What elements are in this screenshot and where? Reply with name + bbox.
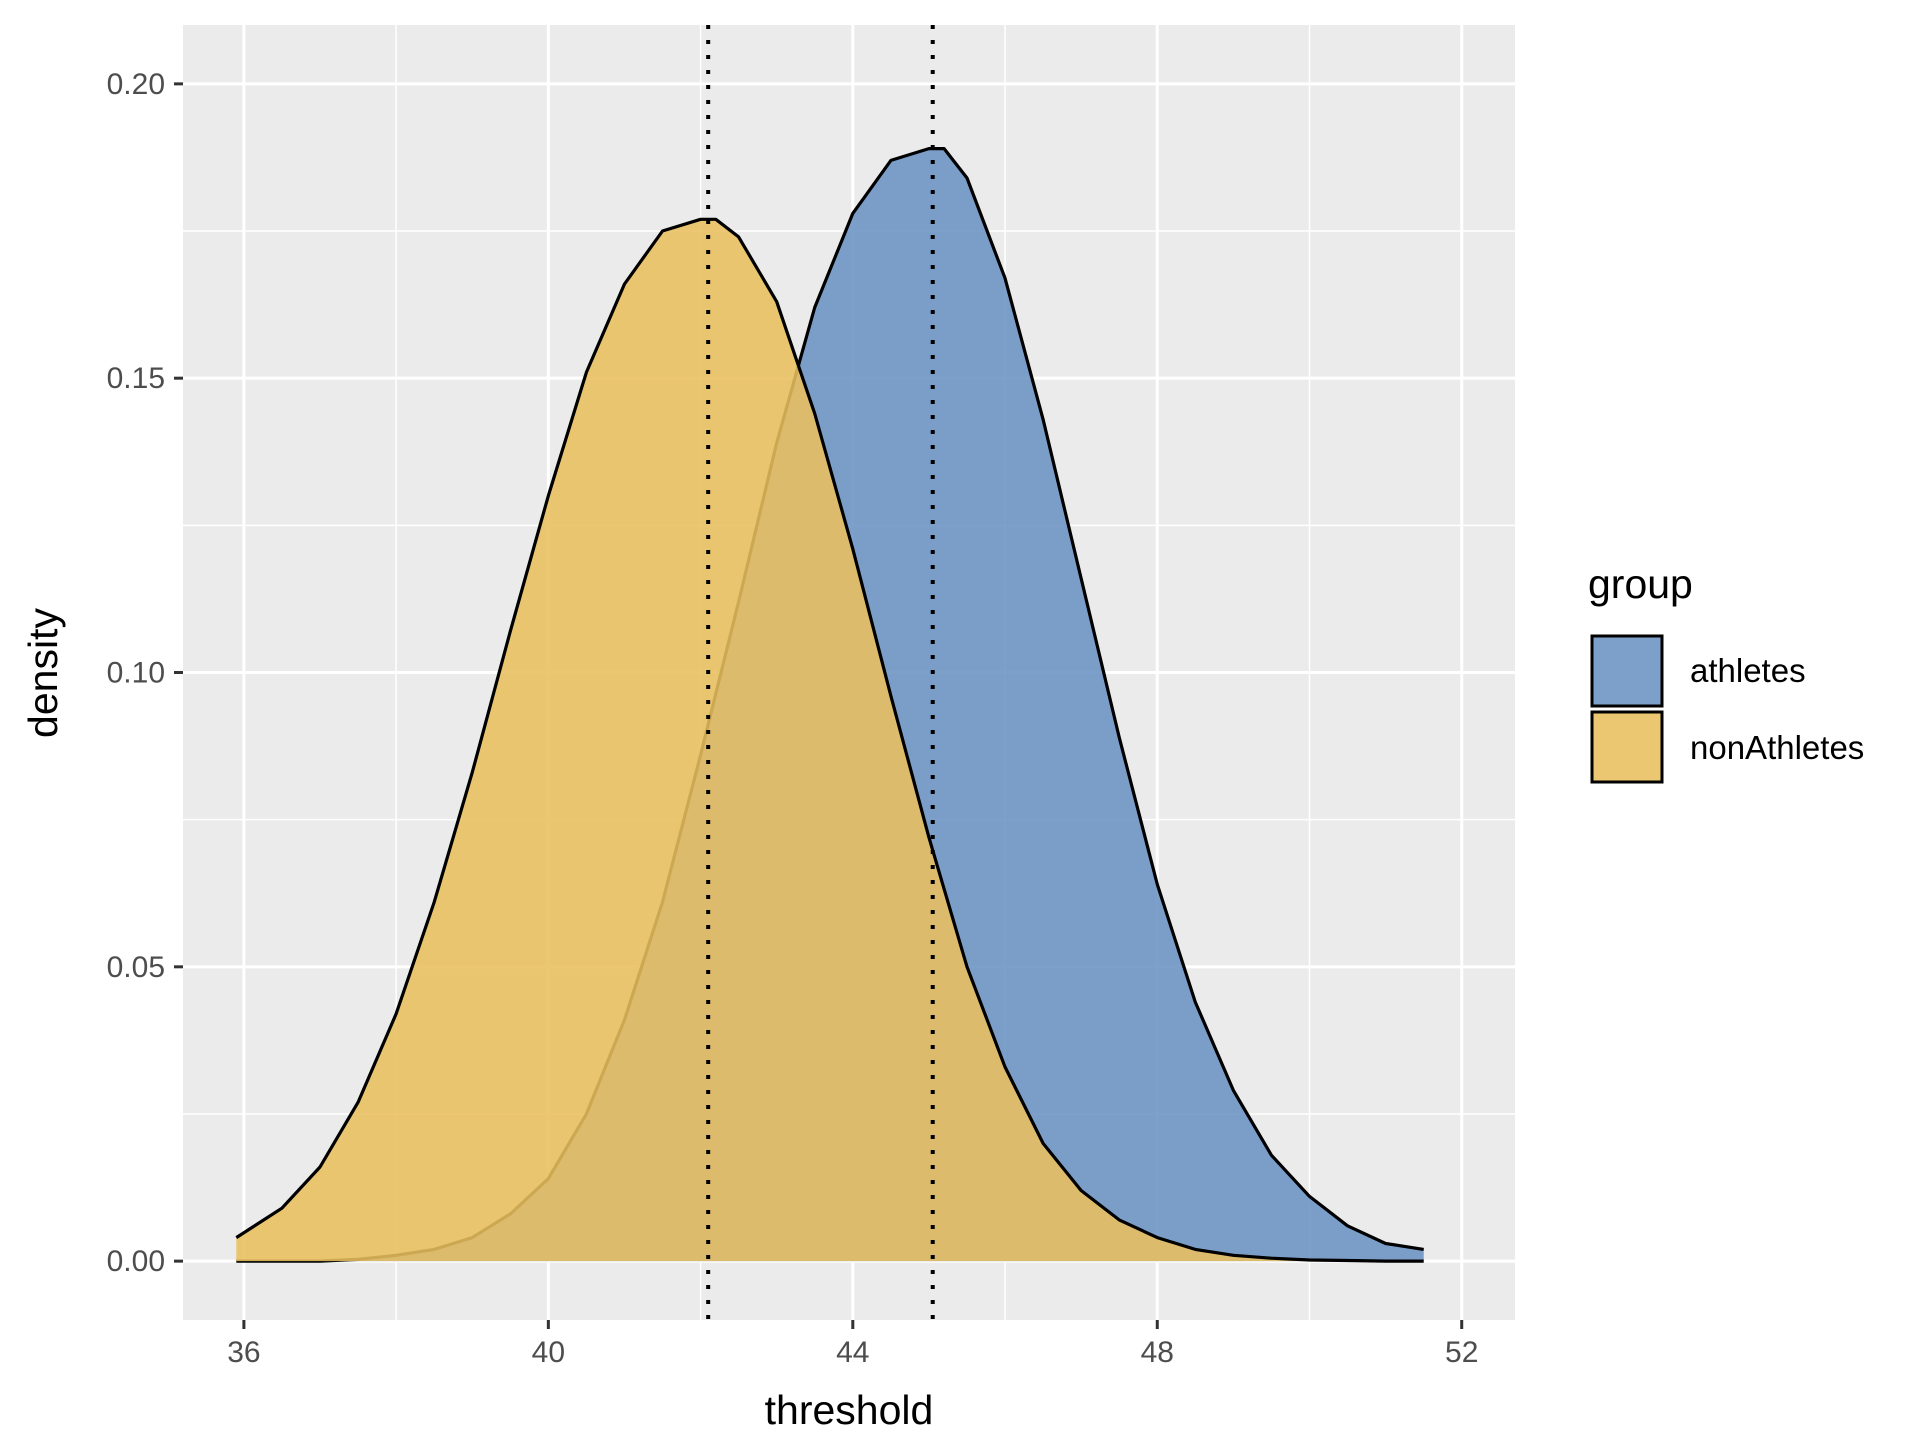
legend-key-nonathletes	[1590, 710, 1664, 784]
y-tick-label: 0.15	[107, 362, 165, 395]
x-tick-label: 52	[1445, 1336, 1478, 1369]
legend-key-athletes	[1590, 634, 1664, 708]
mean-lines	[706, 25, 935, 1320]
legend-label-athletes: athletes	[1690, 652, 1806, 689]
curve-nonAthletes	[235, 217, 1424, 1263]
x-tick-label: 36	[227, 1336, 260, 1369]
x-axis-title: threshold	[765, 1387, 934, 1433]
y-tick-label: 0.10	[107, 657, 165, 690]
legend-label-nonathletes: nonAthletes	[1690, 729, 1864, 766]
legend: group athletes nonAthletes	[1588, 561, 1864, 784]
legend-title: group	[1588, 561, 1693, 607]
x-axis: 36 40 44 48 52	[227, 1320, 1478, 1369]
density-areas	[235, 147, 1424, 1263]
y-tick-label: 0.20	[107, 68, 165, 101]
area-nonAthletes	[236, 219, 1424, 1262]
x-tick-label: 48	[1141, 1336, 1174, 1369]
y-axis-title: density	[20, 608, 66, 738]
x-tick-label: 44	[836, 1336, 869, 1369]
y-tick-label: 0.00	[107, 1245, 165, 1278]
y-tick-label: 0.05	[107, 951, 165, 984]
y-axis: 0.00 0.05 0.10 0.15 0.20	[107, 68, 183, 1278]
x-tick-label: 40	[532, 1336, 565, 1369]
